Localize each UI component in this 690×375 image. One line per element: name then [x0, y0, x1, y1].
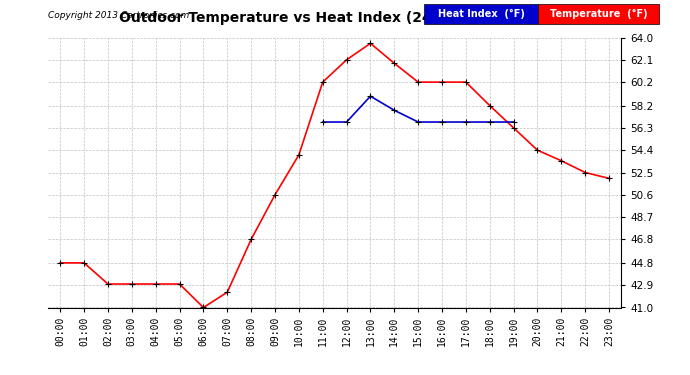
Text: Heat Index  (°F): Heat Index (°F)	[438, 9, 524, 19]
Text: Outdoor Temperature vs Heat Index (24 Hours) 20130422: Outdoor Temperature vs Heat Index (24 Ho…	[119, 11, 571, 25]
Text: Temperature  (°F): Temperature (°F)	[550, 9, 647, 19]
Text: Copyright 2013 Cartronics.com: Copyright 2013 Cartronics.com	[48, 11, 190, 20]
